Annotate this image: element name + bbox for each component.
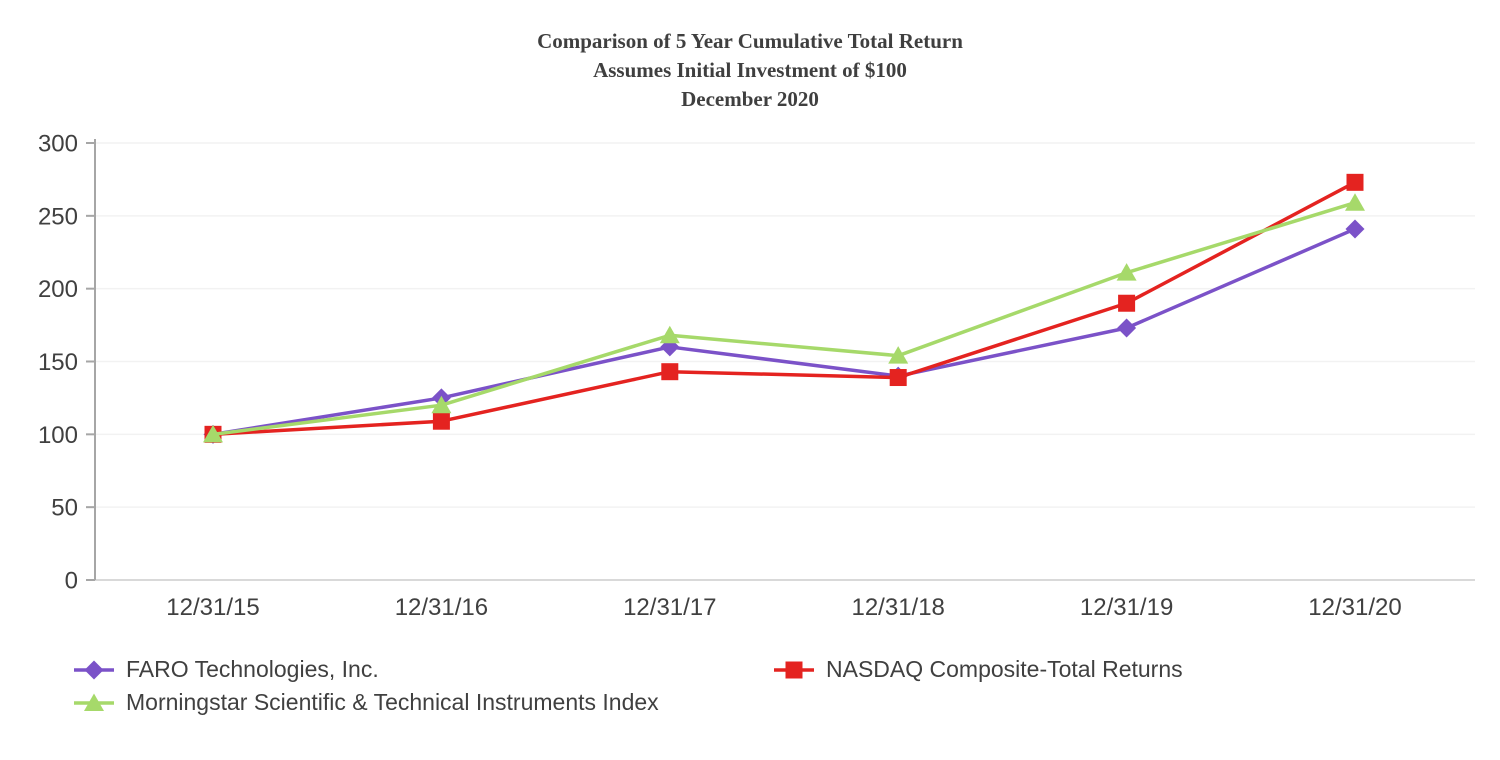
- x-axis-tick-label: 12/31/20: [1308, 594, 1401, 621]
- square-legend-marker-icon: [774, 661, 814, 678]
- square-marker-icon: [1346, 173, 1364, 191]
- y-axis-tick-label: 100: [38, 422, 78, 449]
- triangle-marker-icon: [431, 395, 452, 414]
- series-line: [211, 227, 1357, 437]
- triangle-marker-icon: [203, 424, 223, 443]
- triangle-marker-icon: [888, 346, 909, 364]
- legend-item: NASDAQ Composite-Total Returns: [772, 656, 1183, 683]
- legend-item: Morningstar Scientific & Technical Instr…: [72, 689, 772, 716]
- chart-legend: FARO Technologies, Inc. NASDAQ Composite-…: [72, 656, 1183, 716]
- x-axis-tick-label: 12/31/18: [851, 594, 944, 621]
- square-marker-icon: [1118, 294, 1136, 312]
- legend-label: NASDAQ Composite-Total Returns: [826, 656, 1183, 682]
- diamond-legend-marker-icon: [74, 660, 114, 679]
- y-axis-tick-label: 250: [38, 203, 78, 230]
- series-square: [204, 173, 1364, 443]
- triangle-marker-icon: [1116, 263, 1137, 281]
- y-axis-tick-label: 50: [51, 495, 78, 522]
- square-marker-icon: [661, 363, 679, 381]
- legend-label: FARO Technologies, Inc.: [126, 656, 379, 682]
- square-marker-icon: [785, 661, 803, 678]
- x-axis-tick-label: 12/31/15: [166, 594, 259, 621]
- diamond-marker-icon: [84, 660, 104, 679]
- line-chart-plot-area: 0 50 100 150 200 250 300 12/31/15 12/31/16 12/31/…: [38, 131, 1475, 621]
- triangle-legend-marker-icon: [74, 693, 114, 711]
- chart-title-line2: Assumes Initial Investment of $100: [593, 58, 907, 82]
- chart-title-line1: Comparison of 5 Year Cumulative Total Re…: [537, 29, 963, 53]
- triangle-marker-icon: [659, 325, 680, 344]
- series-line: [211, 180, 1357, 437]
- triangle-marker-icon: [1345, 193, 1365, 211]
- y-axis-tick-label: 300: [38, 131, 78, 158]
- diamond-marker-icon: [1117, 318, 1137, 338]
- legend-label: Morningstar Scientific & Technical Instr…: [126, 689, 659, 715]
- chart-title-line3: December 2020: [681, 87, 819, 111]
- x-axis-tick-label: 12/31/17: [623, 594, 716, 621]
- triangle-marker-icon: [84, 693, 104, 711]
- legend-item: FARO Technologies, Inc.: [72, 656, 772, 683]
- y-axis-tick-label: 200: [38, 276, 78, 303]
- square-marker-icon: [432, 412, 450, 430]
- square-marker-icon: [889, 369, 907, 387]
- series-triangle: [203, 193, 1365, 443]
- x-axis-tick-label: 12/31/19: [1080, 594, 1173, 621]
- diamond-marker-icon: [1345, 219, 1365, 239]
- x-axis-tick-label: 12/31/16: [395, 594, 488, 621]
- chart-title: Comparison of 5 Year Cumulative Total Re…: [0, 27, 1500, 114]
- y-axis-tick-label: 150: [38, 349, 78, 376]
- series-line: [211, 200, 1357, 437]
- y-axis-tick-label: 0: [65, 568, 78, 595]
